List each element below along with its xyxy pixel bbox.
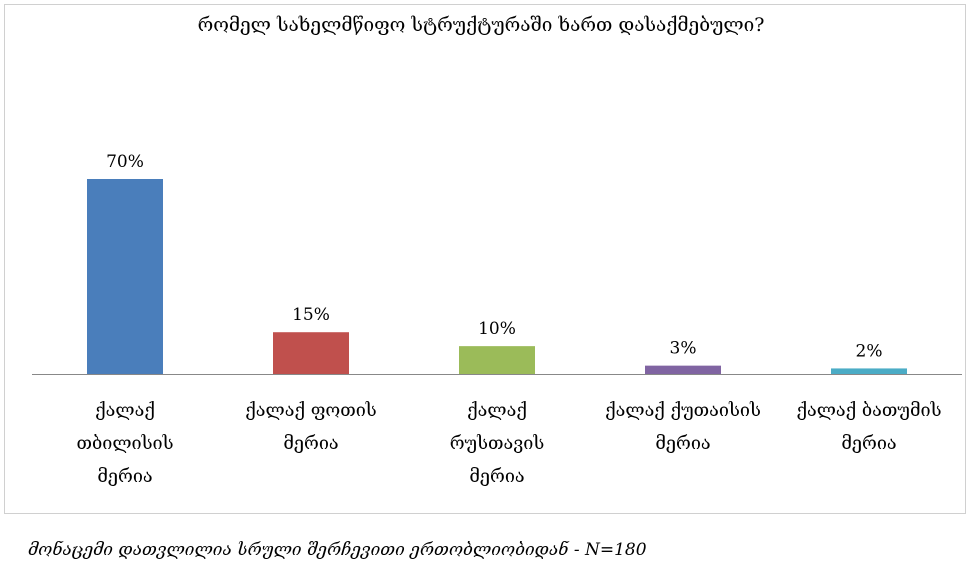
chart-title: რომელ სახელმწიფო სტრუქტურაში ხართ დასაქმ…: [197, 14, 765, 36]
category-label-3-line-0: ქალაქ ქუთაისის: [605, 400, 761, 421]
value-label-1: 15%: [292, 305, 330, 325]
category-label-1-line-1: მერია: [283, 433, 338, 454]
bar-1: [273, 332, 349, 374]
value-label-3: 3%: [670, 339, 697, 359]
bar-3: [645, 365, 721, 374]
bar-0: [87, 179, 163, 374]
bar-4: [831, 368, 907, 374]
category-label-4-line-0: ქალაქ ბათუმის: [796, 400, 941, 421]
category-label-4-line-1: მერია: [841, 433, 896, 454]
category-label-2-line-0: ქალაქ: [467, 400, 527, 421]
category-label-0-line-2: მერია: [97, 466, 152, 487]
category-label-0-line-0: ქალაქ: [95, 400, 155, 421]
category-label-2-line-1: რუსთავის: [450, 433, 545, 454]
category-label-0-line-1: თბილისის: [76, 433, 173, 454]
category-label-1-line-0: ქალაქ ფოთის: [245, 400, 376, 421]
value-label-4: 2%: [856, 341, 883, 361]
bar-2: [459, 346, 535, 374]
category-label-2-line-2: მერია: [469, 466, 524, 487]
category-label-3-line-1: მერია: [655, 433, 710, 454]
chart-frame: [4, 4, 966, 514]
value-label-2: 10%: [478, 319, 516, 339]
bar-chart: 70% ქალაქ თბილისის მერია 15% ქალაქ ფოთის მერია…: [32, 152, 962, 487]
chart-footnote: მონაცემი დათვლილია სრული შერჩევითი ერთობ…: [28, 540, 647, 560]
value-label-0: 70%: [106, 152, 144, 172]
